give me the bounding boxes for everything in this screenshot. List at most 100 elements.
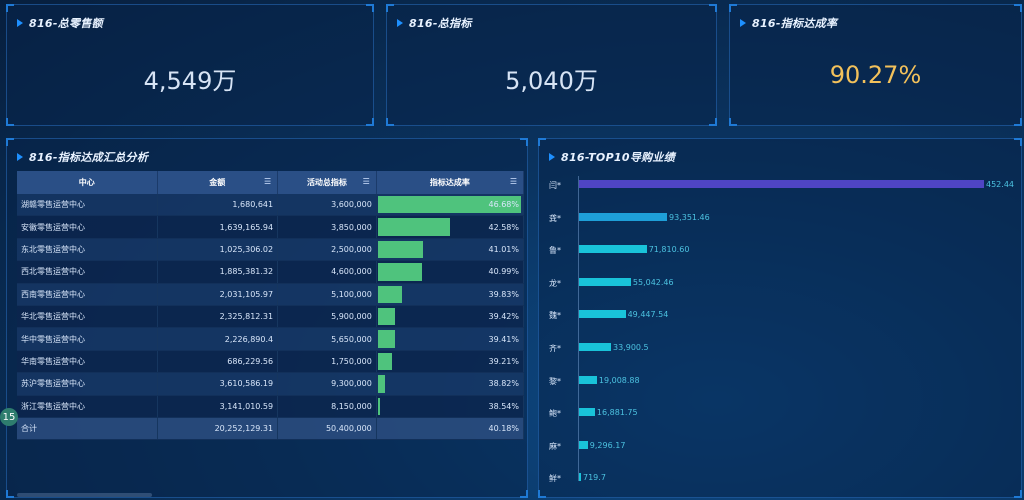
- top10-bar[interactable]: [579, 310, 626, 319]
- rate-text: 42.58%: [488, 222, 519, 232]
- kpi-value: 5,040万: [505, 67, 598, 95]
- cell-target: 5,900,000: [277, 305, 377, 329]
- kpi-panel-total-retail: 816-总零售额 4,549万: [6, 4, 374, 126]
- summary-table: 中心 金额 ☰ 活动总指标 ☰ 指标达成率 ☰ 湖赣零售运营中心 1,680,641 3,…: [17, 171, 525, 441]
- rate-text: 41.01%: [488, 244, 519, 254]
- cell-amount: 1,025,306.02: [157, 238, 279, 262]
- rate-text: 39.41%: [488, 334, 519, 344]
- triangle-icon: [17, 153, 23, 161]
- cell-rate: 40.18%: [376, 417, 525, 441]
- col-header-rate[interactable]: 指标达成率 ☰: [376, 171, 525, 194]
- table-row[interactable]: 东北零售运营中心 1,025,306.02 2,500,000 41.01%: [17, 238, 525, 262]
- cell-center: 苏沪零售运营中心: [17, 372, 158, 396]
- triangle-icon: [549, 153, 555, 161]
- cell-rate: 39.83%: [376, 283, 525, 306]
- top10-bar[interactable]: [579, 245, 647, 254]
- col-header-target[interactable]: 活动总指标 ☰: [277, 171, 377, 194]
- table-row[interactable]: 西南零售运营中心 2,031,105.97 5,100,000 39.83%: [17, 283, 525, 306]
- table-row[interactable]: 浙江零售运营中心 3,141,010.59 8,150,000 38.54%: [17, 395, 525, 418]
- table-total-row: 合计 20,252,129.31 50,400,000 40.18%: [17, 417, 525, 441]
- cell-rate: 38.54%: [376, 395, 525, 418]
- table-row[interactable]: 西北零售运营中心 1,885,381.32 4,600,000 40.99%: [17, 260, 525, 284]
- col-header-amount[interactable]: 金额 ☰: [157, 171, 279, 194]
- top10-bar[interactable]: [579, 440, 588, 449]
- triangle-icon: [17, 19, 23, 27]
- sort-icon[interactable]: ☰: [263, 177, 272, 186]
- top10-value-label: 55,042.46: [632, 277, 674, 287]
- rate-text: 40.99%: [488, 267, 519, 277]
- cell-target: 3,600,000: [277, 194, 377, 217]
- cell-center: 湖赣零售运营中心: [17, 194, 158, 217]
- top10-bar[interactable]: [579, 212, 667, 221]
- cell-target: 1,750,000: [277, 350, 377, 374]
- rate-bar: [377, 330, 396, 348]
- cell-amount: 3,610,586.19: [157, 372, 279, 396]
- table-row[interactable]: 苏沪零售运营中心 3,610,586.19 9,300,000 38.82%: [17, 372, 525, 396]
- top10-axis-line: [578, 176, 579, 481]
- rate-bar: [377, 240, 423, 259]
- rate-bar: [377, 397, 381, 415]
- cell-target: 2,500,000: [277, 238, 377, 262]
- cell-center: 合计: [17, 417, 158, 441]
- kpi-panel-total-target: 816-总指标 5,040万: [386, 4, 717, 126]
- cell-target: 5,100,000: [277, 283, 377, 306]
- top10-name-label: 麻*: [549, 441, 561, 451]
- panel-title: 816-总零售额: [29, 17, 103, 30]
- top10-name-label: 龚*: [549, 213, 561, 223]
- top10-name-label: 魏*: [549, 311, 561, 321]
- sort-icon[interactable]: ☰: [362, 177, 370, 186]
- rate-bar: [377, 307, 396, 326]
- panel-title: 816-TOP10导购业绩: [561, 151, 676, 164]
- cell-center: 华南零售运营中心: [17, 350, 158, 374]
- table-row[interactable]: 华中零售运营中心 2,226,890.4 5,650,000 39.41%: [17, 327, 525, 351]
- table-row[interactable]: 湖赣零售运营中心 1,680,641 3,600,000 46.68%: [17, 194, 525, 217]
- horizontal-scrollbar[interactable]: [17, 493, 152, 497]
- top10-value-label: 16,881.75: [596, 408, 638, 418]
- cell-target: 4,600,000: [277, 260, 377, 284]
- rate-bar: [377, 263, 423, 281]
- kpi-panel-achievement-rate: 816-指标达成率 90.27%: [729, 4, 1022, 126]
- top10-value-label: 93,351.46: [669, 212, 710, 222]
- cell-target: 5,650,000: [277, 327, 377, 351]
- cell-rate: 38.82%: [376, 372, 525, 396]
- top10-name-label: 齐*: [549, 344, 561, 353]
- cell-amount: 1,680,641: [157, 194, 279, 217]
- cell-amount: 3,141,010.59: [157, 395, 279, 418]
- panel-title: 816-指标达成率: [752, 17, 838, 30]
- table-row[interactable]: 安徽零售运营中心 1,639,165.94 3,850,000 42.58%: [17, 215, 525, 239]
- cell-amount: 20,252,129.31: [157, 417, 279, 441]
- top10-bar[interactable]: [579, 473, 581, 482]
- rate-text: 39.83%: [488, 289, 519, 299]
- top10-name-label: 龙*: [549, 278, 561, 288]
- top10-bar[interactable]: [579, 180, 984, 188]
- top10-name-label: 闫*: [549, 181, 561, 190]
- top10-bar[interactable]: [579, 408, 595, 417]
- cell-amount: 1,885,381.32: [157, 260, 279, 284]
- cell-amount: 2,031,105.97: [157, 283, 279, 306]
- sort-desc-icon[interactable]: ☰: [509, 177, 517, 186]
- cell-amount: 2,325,812.31: [157, 305, 279, 329]
- page-badge[interactable]: 15: [0, 408, 18, 426]
- cell-center: 华北零售运营中心: [17, 305, 158, 329]
- table-row[interactable]: 华北零售运营中心 2,325,812.31 5,900,000 39.42%: [17, 305, 525, 329]
- cell-center: 西南零售运营中心: [17, 283, 158, 306]
- rate-text: 38.54%: [488, 401, 519, 411]
- rate-text: 39.21%: [488, 356, 519, 366]
- top10-value-label: 33,900.5: [613, 343, 649, 352]
- table-row[interactable]: 华南零售运营中心 686,229.56 1,750,000 39.21%: [17, 350, 525, 374]
- top10-bar[interactable]: [579, 375, 597, 384]
- panel-title: 816-指标达成汇总分析: [29, 151, 149, 164]
- rate-bar: [377, 218, 450, 236]
- top10-name-label: 黎*: [549, 376, 561, 386]
- kpi-value: 90.27%: [829, 61, 922, 89]
- top10-bar[interactable]: [579, 343, 611, 351]
- cell-rate: 40.99%: [376, 260, 525, 284]
- top10-bar[interactable]: [579, 277, 631, 286]
- rate-bar: [377, 352, 392, 371]
- rate-bar: [377, 375, 386, 393]
- cell-amount: 2,226,890.4: [157, 327, 279, 351]
- cell-center: 东北零售运营中心: [17, 238, 158, 262]
- cell-rate: 39.21%: [376, 350, 525, 374]
- top10-value-label: 9,296.17: [589, 440, 626, 450]
- triangle-icon: [740, 19, 746, 27]
